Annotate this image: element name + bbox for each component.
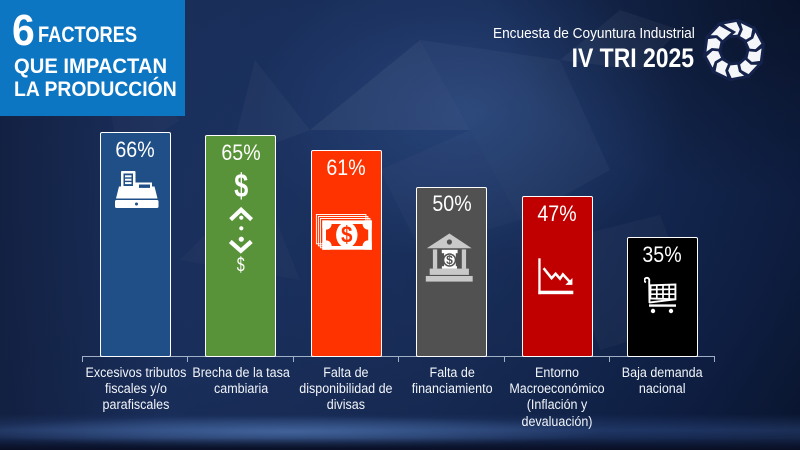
svg-text:$: $ [341, 222, 353, 248]
svg-text:$: $ [446, 253, 453, 267]
svg-text:$: $ [237, 255, 245, 277]
svg-text:$: $ [234, 167, 248, 204]
